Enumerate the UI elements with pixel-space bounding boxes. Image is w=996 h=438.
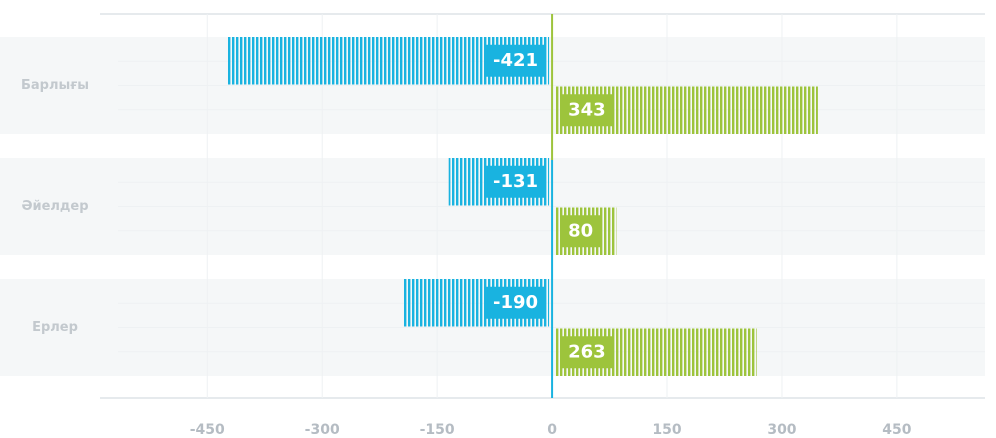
value-label: 343 [568, 99, 606, 120]
value-label: -131 [493, 171, 538, 192]
value-label-box [561, 94, 613, 127]
value-label: -421 [493, 50, 538, 71]
value-label-box [486, 165, 546, 198]
x-tick-label: -300 [305, 422, 340, 438]
x-tick-label: 450 [882, 422, 911, 438]
value-label: -190 [493, 292, 538, 313]
category-label: Әйелдер [21, 199, 88, 214]
value-label-box [561, 336, 613, 369]
value-label-box [486, 44, 546, 77]
value-label: 80 [568, 220, 593, 241]
x-tick-label: 0 [547, 422, 557, 438]
value-label-box [486, 286, 546, 319]
x-tick-label: -450 [190, 422, 225, 438]
value-label: 263 [568, 341, 606, 362]
value-label-box [561, 215, 601, 248]
x-tick-label: 300 [767, 422, 796, 438]
category-label: Барлығы [21, 78, 89, 93]
category-label: Ерлер [32, 320, 78, 335]
x-tick-label: 150 [652, 422, 681, 438]
x-tick-label: -150 [420, 422, 455, 438]
